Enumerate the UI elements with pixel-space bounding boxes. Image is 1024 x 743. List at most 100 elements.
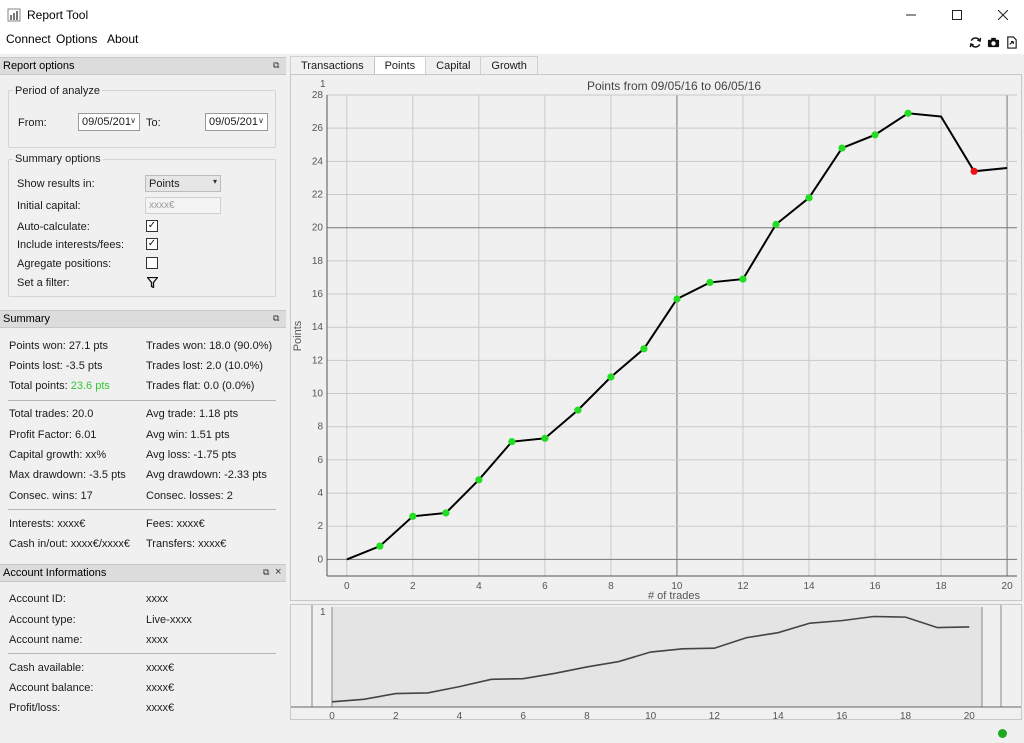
overview-chart-panel: 0 2 4 6 8 10 12 14 16 18 20 1: [290, 604, 1022, 722]
to-date-picker[interactable]: 09/05/201 ∨: [205, 113, 268, 131]
data-point: [508, 438, 516, 446]
overview-chart[interactable]: 0 2 4 6 8 10 12 14 16 18 20 1: [291, 605, 1021, 722]
data-point: [805, 194, 813, 202]
include-interests-checkbox[interactable]: ✓: [146, 238, 158, 250]
period-group-title: Period of analyze: [13, 85, 102, 97]
tab-transactions[interactable]: Transactions: [290, 56, 375, 75]
y-tick-label: 4: [317, 488, 323, 499]
y-tick-label: 6: [317, 455, 323, 466]
data-point: [673, 295, 681, 303]
tab-capital[interactable]: Capital: [425, 56, 482, 75]
overview-x-tick-label: 12: [709, 711, 721, 719]
summary-options-group: [8, 159, 276, 297]
auto-calculate-checkbox[interactable]: ✓: [146, 220, 158, 232]
x-tick-label: 2: [410, 581, 416, 592]
y-tick-label: 10: [312, 389, 324, 400]
report-options-header: Report options ⧉: [0, 57, 286, 75]
menu-about[interactable]: About: [107, 32, 139, 46]
y-tick-label: 12: [312, 355, 324, 366]
float-icon[interactable]: ⧉: [263, 567, 270, 577]
x-tick-label: 14: [803, 581, 815, 592]
x-tick-label: 4: [476, 581, 482, 592]
from-label: From:: [18, 117, 47, 129]
initial-capital-label: Initial capital:: [17, 200, 81, 212]
fees: Fees: xxxx€: [146, 518, 205, 530]
menu-connect[interactable]: Connect: [6, 32, 51, 46]
tab-growth[interactable]: Growth: [480, 56, 538, 75]
y-tick-label: 8: [317, 422, 323, 433]
overview-x-tick-label: 4: [457, 711, 463, 719]
overview-x-tick-label: 14: [773, 711, 785, 719]
y-axis-label: Points: [292, 320, 304, 351]
consec-losses: Consec. losses: 2: [146, 490, 233, 502]
minimize-button[interactable]: [888, 0, 934, 30]
report-options-title: Report options: [3, 60, 75, 72]
points-chart[interactable]: 0 2 4 6 8 10 12 14 16 18 2002468101214161820222426…: [291, 75, 1021, 602]
profit-loss-label: Profit/loss:: [9, 702, 61, 714]
window-title: Report Tool: [27, 8, 89, 22]
show-results-select[interactable]: Points ▾: [145, 175, 221, 192]
close-panel-icon[interactable]: ×: [275, 566, 282, 578]
account-id-label: Account ID:: [9, 593, 66, 605]
account-header: Account Informations ⧉ ×: [0, 564, 286, 582]
trades-won: Trades won: 18.0 (90.0%): [146, 340, 273, 352]
x-tick-label: 10: [671, 581, 683, 592]
camera-icon[interactable]: [987, 36, 1000, 49]
y-tick-label: 16: [312, 289, 324, 300]
data-point: [640, 345, 648, 353]
cash-available-value: xxxx€: [146, 662, 175, 674]
x-tick-label: 8: [608, 581, 614, 592]
show-results-label: Show results in:: [17, 178, 95, 190]
float-icon[interactable]: ⧉: [273, 313, 280, 323]
x-axis-label: # of trades: [648, 590, 700, 600]
minimize-icon: [906, 14, 916, 16]
export-icon[interactable]: [1005, 36, 1018, 49]
filter-label: Set a filter:: [17, 277, 70, 289]
show-results-value: Points: [149, 178, 180, 190]
tab-points[interactable]: Points: [373, 56, 427, 76]
menu-options[interactable]: Options: [56, 32, 98, 46]
total-points-value: 23.6 pts: [70, 380, 110, 392]
overview-x-tick-label: 6: [520, 711, 526, 719]
y-tick-label: 22: [312, 190, 324, 201]
y-tick-label: 26: [312, 123, 324, 134]
float-icon[interactable]: ⧉: [273, 60, 280, 70]
divider: [8, 400, 276, 401]
profit-factor: Profit Factor: 6.01: [9, 429, 97, 441]
overview-x-tick-label: 2: [393, 711, 399, 719]
y-tick-label: 24: [312, 156, 324, 167]
avg-win: Avg win: 1.51 pts: [146, 429, 230, 441]
overview-x-tick-label: 16: [836, 711, 848, 719]
profit-loss-value: xxxx€: [146, 702, 175, 714]
maximize-button[interactable]: [934, 0, 980, 30]
cash-in-out: Cash in/out: xxxx€/xxxx€: [9, 538, 131, 550]
x-tick-label: 12: [737, 581, 749, 592]
interests: Interests: xxxx€: [9, 518, 86, 530]
data-point: [475, 476, 483, 484]
account-name-value: xxxx: [146, 634, 168, 646]
connection-status-indicator: [998, 729, 1007, 738]
initial-capital-input[interactable]: xxxx€: [145, 197, 221, 214]
points-won: Points won: 27.1 pts: [9, 340, 109, 352]
account-title: Account Informations: [3, 567, 107, 579]
y-tick-label: 14: [312, 322, 324, 333]
avg-drawdown: Avg drawdown: -2.33 pts: [146, 469, 267, 481]
overview-corner-label: 1: [320, 607, 326, 618]
refresh-icon[interactable]: [969, 36, 982, 49]
aggregate-label: Agregate positions:: [17, 258, 112, 270]
account-name-label: Account name:: [9, 634, 83, 646]
filter-icon[interactable]: [147, 277, 158, 288]
close-button[interactable]: [980, 0, 1024, 30]
total-points-label: Total points:: [9, 380, 71, 392]
to-date-value: 09/05/201: [209, 116, 258, 128]
data-point: [574, 406, 582, 414]
account-balance-value: xxxx€: [146, 682, 175, 694]
title-bar: Report Tool: [0, 0, 1024, 30]
chart-app-icon: [7, 8, 21, 22]
capital-growth: Capital growth: xx%: [9, 449, 107, 461]
from-date-picker[interactable]: 09/05/201 ∨: [78, 113, 140, 131]
aggregate-checkbox[interactable]: [146, 257, 158, 269]
from-date-value: 09/05/201: [82, 116, 131, 128]
y-tick-label: 18: [312, 256, 324, 267]
y-tick-label: 28: [312, 90, 324, 101]
